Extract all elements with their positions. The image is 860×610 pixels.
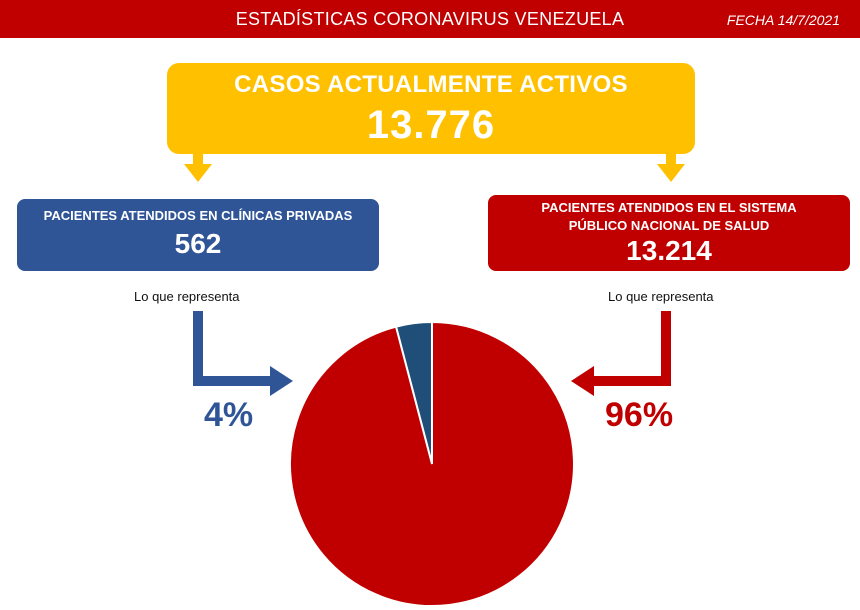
header-date: FECHA 14/7/2021 xyxy=(726,12,840,28)
private-arrow-icon xyxy=(193,311,293,396)
public-arrow-icon xyxy=(571,311,671,396)
down-arrow-right-stem xyxy=(666,154,676,166)
public-system-title: PACIENTES ATENDIDOS EN EL SISTEMA PÚBLIC… xyxy=(541,200,797,233)
public-percent-label: 96% xyxy=(605,396,674,434)
header-title: ESTADÍSTICAS CORONAVIRUS VENEZUELA xyxy=(235,9,625,29)
pie-slice-public xyxy=(288,320,575,607)
public-system-box: PACIENTES ATENDIDOS EN EL SISTEMA PÚBLIC… xyxy=(488,195,850,271)
private-clinics-box: PACIENTES ATENDIDOS EN CLÍNICAS PRIVADAS… xyxy=(17,199,379,271)
private-caption: Lo que representa xyxy=(134,289,240,304)
private-percent-label: 4% xyxy=(204,396,254,434)
active-cases-value: 13.776 xyxy=(366,103,496,147)
private-clinics-value: 562 xyxy=(174,228,222,259)
down-arrow-left-stem xyxy=(193,154,203,166)
pie-chart xyxy=(288,320,575,607)
active-cases-title: CASOS ACTUALMENTE ACTIVOS xyxy=(234,71,628,98)
header-bar: ESTADÍSTICAS CORONAVIRUS VENEZUELA FECHA… xyxy=(0,0,860,38)
public-caption: Lo que representa xyxy=(608,289,714,304)
down-arrow-right-icon xyxy=(657,164,685,182)
public-system-value: 13.214 xyxy=(626,235,712,266)
down-arrow-left-icon xyxy=(184,164,212,182)
active-cases-box: CASOS ACTUALMENTE ACTIVOS 13.776 xyxy=(167,63,695,154)
private-clinics-title: PACIENTES ATENDIDOS EN CLÍNICAS PRIVADAS xyxy=(43,208,353,223)
